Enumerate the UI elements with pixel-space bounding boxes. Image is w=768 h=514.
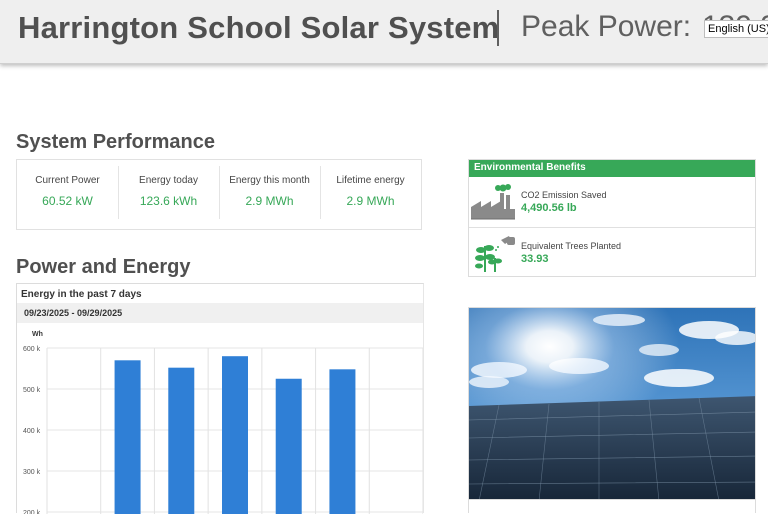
stat-lifetime-energy: Lifetime energy 2.9 MWh: [320, 160, 421, 229]
date-range-bar[interactable]: 09/23/2025 - 09/29/2025: [17, 303, 423, 323]
solar-panels-photo: [468, 307, 756, 500]
energy-bar-chart: Wh 600 k 500 k 400 k 300 k 200 k: [23, 331, 423, 514]
page-header: Harrington School Solar System Peak Powe…: [0, 0, 768, 64]
tree-watering-icon: [475, 236, 515, 272]
y-tick-label: 400 k: [23, 428, 41, 435]
environmental-benefits-title: Environmental Benefits: [469, 160, 755, 177]
peak-power-label: Peak Power:: [521, 10, 692, 43]
environmental-benefits-panel: Environmental Benefits CO2 Emission Save…: [468, 159, 756, 277]
stat-label: Current Power: [35, 175, 100, 186]
stat-current-power: Current Power 60.52 kW: [17, 160, 118, 229]
stat-value: 60.52 kW: [42, 194, 93, 208]
chart-bar: [168, 367, 195, 514]
date-range: 09/23/2025 - 09/29/2025: [24, 308, 123, 318]
co2-value: 4,490.56 lb: [521, 202, 577, 214]
y-axis-unit-label: Wh: [32, 331, 43, 338]
y-tick-label: 200 k: [23, 510, 41, 514]
stat-energy-month: Energy this month 2.9 MWh: [219, 160, 320, 229]
language-selector[interactable]: English (US): [704, 20, 768, 38]
stat-label: Energy today: [139, 175, 198, 186]
trees-row: Equivalent Trees Planted 33.93: [469, 227, 755, 277]
chart-bar: [275, 378, 302, 514]
y-tick-label: 300 k: [23, 469, 41, 476]
power-energy-title: Power and Energy: [16, 256, 191, 278]
stat-label: Energy this month: [229, 175, 310, 186]
trees-value: 33.93: [521, 253, 549, 265]
factory-co2-icon: [471, 184, 515, 220]
y-tick-label: 600 k: [23, 346, 41, 353]
site-title: Harrington School Solar System: [18, 10, 500, 45]
stat-value: 123.6 kWh: [139, 194, 198, 208]
photo-caption-area: [468, 500, 756, 513]
stat-energy-today: Energy today 123.6 kWh: [118, 160, 219, 229]
co2-label: CO2 Emission Saved: [521, 190, 607, 200]
chart-bar: [222, 356, 248, 514]
energy-chart-panel: Energy in the past 7 days 09/23/2025 - 0…: [16, 283, 424, 514]
performance-stats: Current Power 60.52 kW Energy today 123.…: [16, 159, 422, 230]
chart-bar: [114, 360, 141, 514]
chart-title: Energy in the past 7 days: [21, 289, 142, 300]
co2-row: CO2 Emission Saved 4,490.56 lb: [469, 177, 755, 227]
header-divider: [497, 10, 499, 46]
chart-bar: [329, 369, 356, 514]
system-performance-title: System Performance: [16, 131, 215, 153]
stat-value: 2.9 MWh: [245, 194, 294, 208]
stat-label: Lifetime energy: [336, 175, 405, 186]
stat-value: 2.9 MWh: [346, 194, 395, 208]
y-tick-label: 500 k: [23, 387, 41, 394]
trees-label: Equivalent Trees Planted: [521, 241, 622, 251]
